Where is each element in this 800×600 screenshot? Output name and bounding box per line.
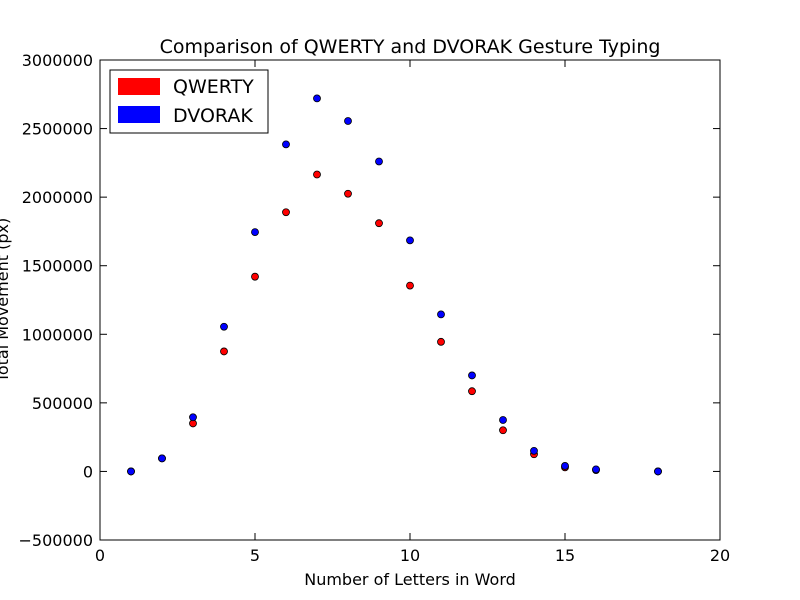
data-point-dvorak: [468, 371, 476, 380]
data-point-qwerty: [406, 281, 414, 290]
y-tick-label: 1000000: [22, 325, 93, 344]
data-point-dvorak: [592, 465, 600, 474]
legend-swatch-qwerty: [118, 78, 160, 95]
data-point-dvorak: [313, 94, 321, 103]
data-point-qwerty: [468, 387, 476, 396]
legend-swatch-dvorak: [118, 106, 160, 123]
x-tick-label: 10: [400, 546, 420, 565]
data-point-dvorak: [189, 413, 197, 422]
data-point-dvorak: [282, 140, 290, 149]
data-point-qwerty: [220, 347, 228, 356]
data-point-dvorak: [220, 322, 228, 331]
chart-title: Comparison of QWERTY and DVORAK Gesture …: [160, 36, 661, 58]
y-tick-label: 500000: [32, 394, 93, 413]
data-point-qwerty: [344, 189, 352, 198]
data-point-dvorak: [158, 454, 166, 463]
legend-label-qwerty: QWERTY: [173, 76, 254, 98]
data-point-dvorak: [375, 157, 383, 166]
y-tick-label: 2000000: [22, 188, 93, 207]
data-point-qwerty: [282, 208, 290, 217]
marks-layer: [127, 94, 662, 476]
x-axis-label: Number of Letters in Word: [304, 570, 516, 589]
data-point-qwerty: [313, 170, 321, 179]
data-point-dvorak: [127, 467, 135, 476]
legend-label-dvorak: DVORAK: [173, 105, 253, 127]
data-point-dvorak: [251, 228, 259, 237]
x-tick-label: 0: [95, 546, 105, 565]
y-tick-label: 0: [83, 462, 93, 481]
data-point-qwerty: [251, 272, 259, 281]
data-point-dvorak: [499, 416, 507, 424]
data-point-dvorak: [654, 467, 662, 476]
ticks-layer: 0 5 10 15 20−5000000500000100000015000002000…: [19, 51, 731, 565]
x-tick-label: 5: [250, 546, 260, 565]
data-point-dvorak: [437, 310, 445, 319]
data-point-dvorak: [406, 236, 414, 245]
y-tick-label: 1500000: [22, 257, 93, 276]
data-point-dvorak: [561, 462, 569, 470]
y-tick-label: −500000: [19, 531, 93, 550]
data-point-dvorak: [530, 446, 538, 455]
data-point-qwerty: [375, 219, 383, 228]
y-tick-label: 2500000: [22, 120, 93, 139]
y-axis-label: Total Movement (px): [0, 218, 12, 383]
y-tick-label: 3000000: [22, 51, 93, 70]
legend: QWERTY DVORAK: [109, 69, 269, 134]
data-point-qwerty: [499, 426, 507, 435]
data-point-qwerty: [437, 337, 445, 346]
x-tick-label: 15: [555, 546, 575, 565]
x-tick-label: 20: [710, 546, 730, 565]
data-point-dvorak: [344, 117, 352, 125]
